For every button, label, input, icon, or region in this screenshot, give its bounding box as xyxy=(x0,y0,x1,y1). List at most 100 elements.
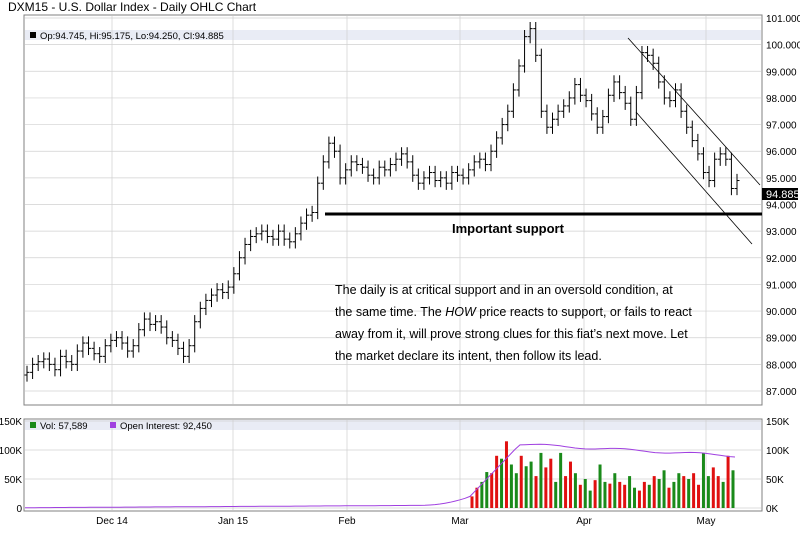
volume-bar xyxy=(549,458,553,508)
volume-bar xyxy=(603,481,607,508)
volume-bar xyxy=(519,455,523,508)
volume-bar xyxy=(711,467,715,508)
oi-tick-label: 150K xyxy=(766,417,790,428)
volume-bar xyxy=(697,484,701,508)
volume-bar xyxy=(716,476,720,508)
commentary-line-4: the market declare its intent, then foll… xyxy=(335,349,602,363)
volume-bar xyxy=(687,479,691,508)
volume-bar xyxy=(495,455,499,508)
volume-bar xyxy=(514,473,518,508)
volume-bar xyxy=(628,476,632,508)
price-tick-label: 87.000 xyxy=(766,387,797,398)
x-tick-label: May xyxy=(697,516,716,527)
price-tick-label: 94.000 xyxy=(766,201,797,212)
volume-bar xyxy=(613,473,617,508)
volume-bar xyxy=(647,484,651,508)
last-price-label: 94.885 xyxy=(766,189,800,201)
ohlc-bars xyxy=(24,21,740,382)
x-tick-label: Feb xyxy=(338,516,356,527)
x-tick-label: Dec 14 xyxy=(96,516,128,527)
commentary-line-3: away from it, will prove strong clues fo… xyxy=(335,327,688,341)
volume-bar xyxy=(564,476,568,508)
volume-bar xyxy=(539,452,543,508)
volume-bar xyxy=(554,481,558,508)
volume-bar xyxy=(701,452,705,508)
volume-bar xyxy=(480,481,484,508)
volume-tick-label: 50K xyxy=(4,475,22,486)
volume-panel xyxy=(23,418,763,512)
volume-bar xyxy=(490,473,494,508)
oi-tick-label: 50K xyxy=(766,475,784,486)
volume-bar xyxy=(475,487,479,508)
price-tick-label: 91.000 xyxy=(766,280,797,291)
commentary-line-1: The daily is at critical support and in … xyxy=(335,283,673,297)
price-tick-label: 92.000 xyxy=(766,254,797,265)
price-tick-label: 89.000 xyxy=(766,334,797,345)
volume-legend-strip xyxy=(25,420,761,430)
volume-bar xyxy=(593,480,597,508)
oi-legend-swatch xyxy=(110,422,116,428)
volume-bar xyxy=(662,470,666,508)
volume-bar xyxy=(578,484,582,508)
volume-tick-label: 150K xyxy=(0,417,22,428)
price-tick-label: 99.000 xyxy=(766,67,797,78)
volume-bar xyxy=(633,487,637,508)
support-annotation: Important support xyxy=(452,221,565,236)
volume-tick-label: 0 xyxy=(16,504,22,515)
x-tick-label: Apr xyxy=(576,516,592,527)
vol-legend: Vol: 57,589 xyxy=(40,421,88,432)
volume-bar xyxy=(721,481,725,508)
volume-bar xyxy=(623,484,627,508)
upper-channel-line xyxy=(627,37,761,186)
open-interest-line xyxy=(25,443,736,509)
x-tick-label: Jan 15 xyxy=(218,516,248,527)
volume-bar xyxy=(618,481,622,508)
volume-bar xyxy=(642,481,646,508)
volume-bar xyxy=(667,487,671,508)
ohlc-legend: Op:94.745, Hi:95.175, Lo:94.250, Cl:94.8… xyxy=(40,31,224,42)
price-axis: 87.000 88.000 89.000 90.000 91.000 92.000 93.0… xyxy=(766,14,800,398)
vol-legend-swatch xyxy=(30,422,36,428)
price-tick-label: 97.000 xyxy=(766,121,797,132)
lower-channel-line xyxy=(635,111,753,245)
price-tick-label: 98.000 xyxy=(766,94,797,105)
price-tick-label: 88.000 xyxy=(766,360,797,371)
oi-tick-label: 0K xyxy=(766,504,779,515)
volume-bar xyxy=(500,458,504,508)
commentary-line-2-part-2: price reacts to support, or fails to rea… xyxy=(476,305,693,319)
price-tick-label: 95.000 xyxy=(766,174,797,185)
price-legend-strip xyxy=(25,30,761,40)
volume-bar xyxy=(657,479,661,508)
volume-bar xyxy=(726,455,730,508)
oi-tick-label: 100K xyxy=(766,446,790,457)
last-price-box xyxy=(762,188,798,200)
volume-bar xyxy=(485,472,489,508)
volume-bars xyxy=(470,441,735,508)
commentary-line-2-part-1: the same time. The xyxy=(335,305,445,319)
price-tick-label: 96.000 xyxy=(766,147,797,158)
volume-axis: 0 50K 100K 150K xyxy=(0,417,22,515)
price-panel xyxy=(23,14,763,406)
volume-bar xyxy=(583,479,587,508)
commentary-line-2: the same time. The HOW price reacts to s… xyxy=(335,305,692,319)
volume-bar xyxy=(529,461,533,508)
volume-bar xyxy=(544,467,548,508)
oi-legend: Open Interest: 92,450 xyxy=(120,421,212,432)
volume-bar xyxy=(504,441,508,508)
volume-bar xyxy=(652,476,656,508)
x-axis: Dec 14 Jan 15 Feb Mar Apr May xyxy=(96,516,715,527)
price-tick-label: 101.000 xyxy=(766,14,800,25)
volume-bar xyxy=(524,466,528,508)
volume-bar xyxy=(677,473,681,508)
volume-bar xyxy=(672,481,676,508)
price-tick-label: 93.000 xyxy=(766,227,797,238)
volume-tick-label: 100K xyxy=(0,446,22,457)
volume-bar xyxy=(534,476,538,508)
ohlc-legend-swatch xyxy=(30,32,36,38)
chart-title: DXM15 - U.S. Dollar Index - Daily OHLC C… xyxy=(8,0,257,14)
volume-bar xyxy=(682,476,686,508)
volume-bar xyxy=(470,496,474,508)
volume-bar xyxy=(559,452,563,508)
volume-bar xyxy=(588,490,592,508)
